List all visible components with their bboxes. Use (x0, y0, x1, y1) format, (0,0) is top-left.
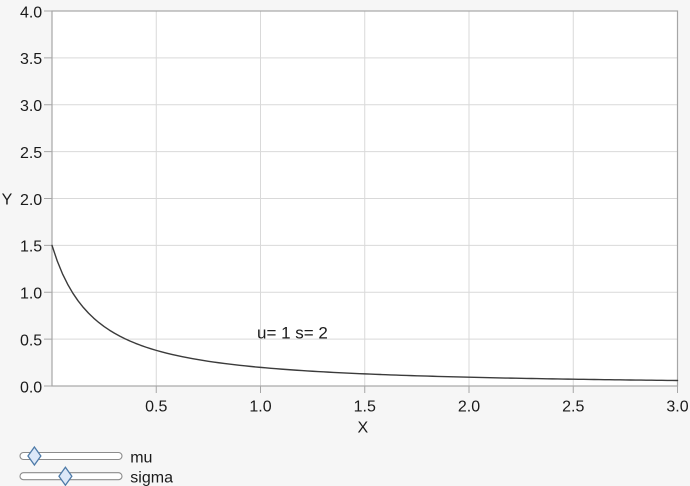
svg-text:1.5: 1.5 (20, 239, 42, 256)
svg-text:1.0: 1.0 (20, 286, 42, 303)
svg-text:2.0: 2.0 (458, 398, 480, 415)
svg-text:3.0: 3.0 (20, 98, 42, 115)
svg-text:2.5: 2.5 (20, 145, 42, 162)
svg-text:u= 1 s= 2: u= 1 s= 2 (257, 324, 328, 343)
svg-text:3.0: 3.0 (666, 398, 688, 415)
svg-text:Y: Y (2, 192, 13, 209)
svg-text:0.0: 0.0 (20, 379, 42, 396)
svg-text:0.5: 0.5 (145, 398, 167, 415)
svg-text:mu: mu (130, 449, 152, 466)
svg-text:0.5: 0.5 (20, 332, 42, 349)
svg-text:2.5: 2.5 (562, 398, 584, 415)
svg-text:1.5: 1.5 (354, 398, 376, 415)
svg-text:sigma: sigma (130, 469, 173, 486)
svg-text:2.0: 2.0 (20, 192, 42, 209)
svg-text:1.0: 1.0 (249, 398, 271, 415)
svg-text:X: X (357, 420, 368, 437)
svg-text:3.5: 3.5 (20, 51, 42, 68)
svg-text:4.0: 4.0 (20, 4, 42, 21)
